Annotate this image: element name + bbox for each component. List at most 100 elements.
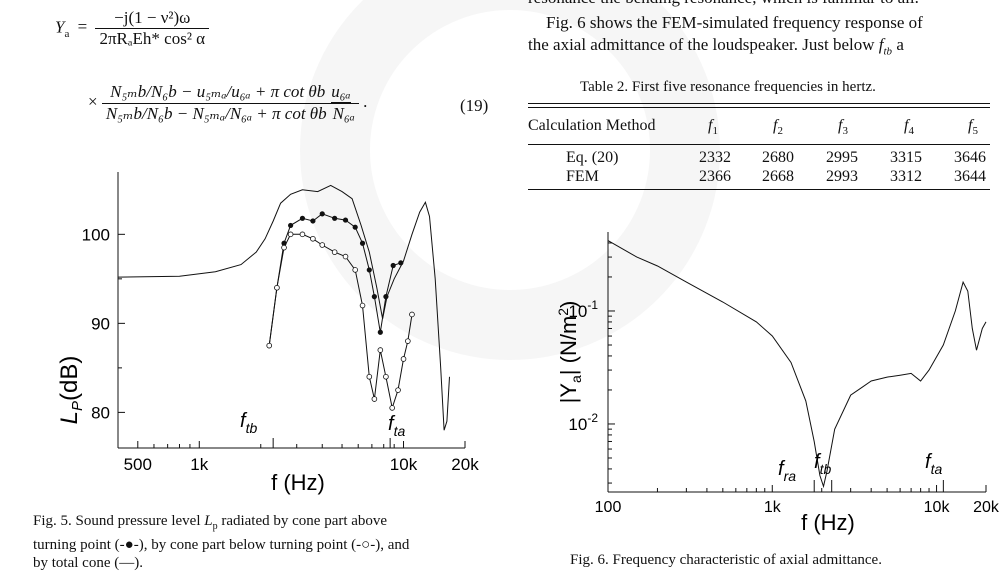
fig6-series-line — [607, 240, 987, 489]
body-text-line2: Fig. 6 shows the FEM-simulated frequency… — [546, 13, 923, 32]
fig5-open-marker — [352, 267, 358, 273]
equation-frac2-den-a: N₅ₘb/N₆b − N₅ₘₐ/N₆ₐ + π cot θb — [105, 104, 327, 123]
fig5-filled-marker — [377, 329, 383, 335]
table-cell: 2680 — [762, 149, 794, 166]
body-text-line3-sub: tb — [883, 45, 893, 58]
table-header-f4: f4 — [904, 117, 914, 137]
fig5-open-marker — [371, 396, 378, 402]
fig6-ylabel-sup: 2 — [555, 308, 571, 316]
equation-lhs-sub: a — [64, 27, 70, 40]
fig5-ylabel: LP(dB) — [56, 356, 86, 425]
fig5-open-marker — [400, 356, 407, 362]
table-2: Calculation Method f1 f2 f3 f4 f5 Eq. (2… — [528, 103, 990, 190]
fig6-marker-ra: fra — [778, 458, 796, 484]
fig5-ylabel-sub: P — [69, 401, 86, 411]
fig6-ylabel-y: |Y — [556, 383, 581, 404]
fig5-caption-line1: Fig. 5. Sound pressure level Lp radiated… — [33, 512, 495, 536]
equation-frac2-num-a: N₅ₘb/N₆b − u₅ₘₐ/u₆ₐ + π cot θb — [110, 82, 326, 101]
table-header-f4-f: f — [904, 117, 909, 134]
fig5-open-marker — [281, 244, 287, 251]
equation-fraction-2: N₅ₘb/N₆b − u₅ₘₐ/u₆ₐ + π cot θb u₆ₐ N₅ₘb/N… — [101, 82, 359, 124]
svg-text:LP(dB): LP(dB) — [56, 356, 86, 425]
fig5-open-marker — [405, 338, 411, 344]
fig5-series-line-0 — [117, 184, 450, 431]
fig5-open-marker — [409, 311, 415, 318]
equation-19-line1: Ya = −j(1 − ν²)ω 2πRₐEh* cos² α — [55, 8, 210, 49]
fig6-y-tick-label: 10-1 — [568, 298, 598, 321]
fig5-marker-ta-f: f — [388, 413, 396, 435]
table-header-f2-sub: 2 — [777, 125, 783, 138]
table-header-method: Calculation Method — [528, 117, 656, 134]
fig5-caption-line2: turning point (-●-), by cone part below … — [33, 537, 410, 553]
fig5-caption-b: radiated by cone part above — [217, 513, 388, 529]
fig5-filled-marker — [359, 240, 366, 246]
table-cell: 2993 — [826, 168, 858, 185]
fig6-ylabel: |Ya| (N/m2) — [555, 301, 584, 404]
fig5-filled-marker — [288, 222, 294, 229]
fig5-open-marker — [389, 405, 395, 411]
fig5-y-tick-label: 100 — [82, 225, 110, 244]
fig6-xlabel: f (Hz) — [801, 510, 855, 535]
table-header-f5-sub: 5 — [972, 125, 978, 138]
fig5-open-marker — [299, 231, 306, 238]
body-text-line3-a: the axial admittance of the loudspeaker.… — [528, 35, 879, 54]
fig5-xlabel: f (Hz) — [271, 470, 325, 495]
fig5-open-marker — [383, 373, 389, 380]
fig5-caption-p: p — [212, 521, 218, 532]
fig6-x-tick-label: 1k — [764, 499, 782, 516]
fig5-plot-area: 100 90 80 500 1k 10k 20k — [82, 172, 479, 474]
fig5-series-line-2 — [268, 233, 413, 410]
fig6-caption: Fig. 6. Frequency characteristic of axia… — [570, 552, 882, 568]
fig5-caption-l: L — [204, 513, 213, 529]
fig6-ylabel-unit: | (N/m — [556, 316, 581, 375]
fig5-open-marker — [366, 373, 373, 380]
fig5-x-tick-label: 20k — [451, 455, 479, 474]
fig6-plot-area: 10-1 10-2 100 1k 10k 20k — [568, 232, 1000, 516]
fig5-filled-marker — [332, 215, 338, 221]
fig5-filled-marker — [352, 224, 358, 230]
table-row-1-method: Eq. (20) — [566, 149, 619, 166]
fig5-open-marker — [377, 347, 384, 353]
fig5-filled-marker — [383, 294, 389, 300]
fig6-marker-tb: ftb — [814, 451, 831, 477]
fig5-open-marker — [359, 302, 366, 309]
table-cell: 2332 — [699, 149, 731, 166]
fig5-filled-marker — [366, 267, 372, 273]
fig5-filled-marker — [342, 217, 349, 223]
equation-frac2-den-b: N₆ₐ — [332, 104, 355, 123]
table-header-row: Calculation Method f1 f2 f3 f4 f5 — [528, 108, 990, 145]
table-row: FEM 2366 2668 2993 3312 3644 — [528, 168, 990, 190]
fig5-filled-marker — [398, 260, 404, 266]
table-cell: 2995 — [826, 149, 858, 166]
fig5-x-tick-label: 1k — [190, 455, 208, 474]
fig6-x-tick-label: 100 — [595, 499, 622, 516]
equation-frac2-num-b: u₆ₐ — [331, 82, 351, 103]
table-cell: 3315 — [890, 149, 922, 166]
table-header-f1-sub: 1 — [712, 125, 718, 138]
table-header-f4-sub: 4 — [908, 125, 914, 138]
fig5-x-tick-label: 10k — [390, 455, 418, 474]
table-cell: 3312 — [890, 168, 922, 185]
table-header-f5-f: f — [968, 117, 973, 134]
fig5-open-marker — [319, 242, 326, 248]
fig5-marker-ta-sub: ta — [394, 423, 406, 439]
fig5-marker-tb-sub: tb — [246, 420, 258, 436]
fig5-open-marker — [395, 387, 401, 393]
table-cell: 3646 — [954, 149, 986, 166]
table-header-f1: f1 — [708, 117, 718, 137]
table-cell: 2668 — [762, 168, 794, 185]
fig5-caption-line3: by total cone (—). — [33, 555, 143, 571]
fig6-marker-ra-f: f — [778, 458, 786, 480]
fig6-marker-tb-sub: tb — [820, 461, 832, 477]
equation-lhs: Y — [55, 17, 65, 37]
table-cell: 2366 — [699, 168, 731, 185]
fig5-open-marker — [310, 235, 316, 242]
body-text-line3-b: a — [892, 35, 904, 54]
fig6-ylabel-end: ) — [556, 301, 581, 308]
fig6-marker-ta: fta — [925, 451, 942, 477]
fig6-ylabel-sub: a — [568, 375, 584, 383]
fig5-open-marker — [266, 342, 273, 349]
fig5-filled-marker — [319, 211, 325, 217]
table-header-f2-f: f — [773, 117, 778, 134]
table-header-f5: f5 — [968, 117, 978, 137]
